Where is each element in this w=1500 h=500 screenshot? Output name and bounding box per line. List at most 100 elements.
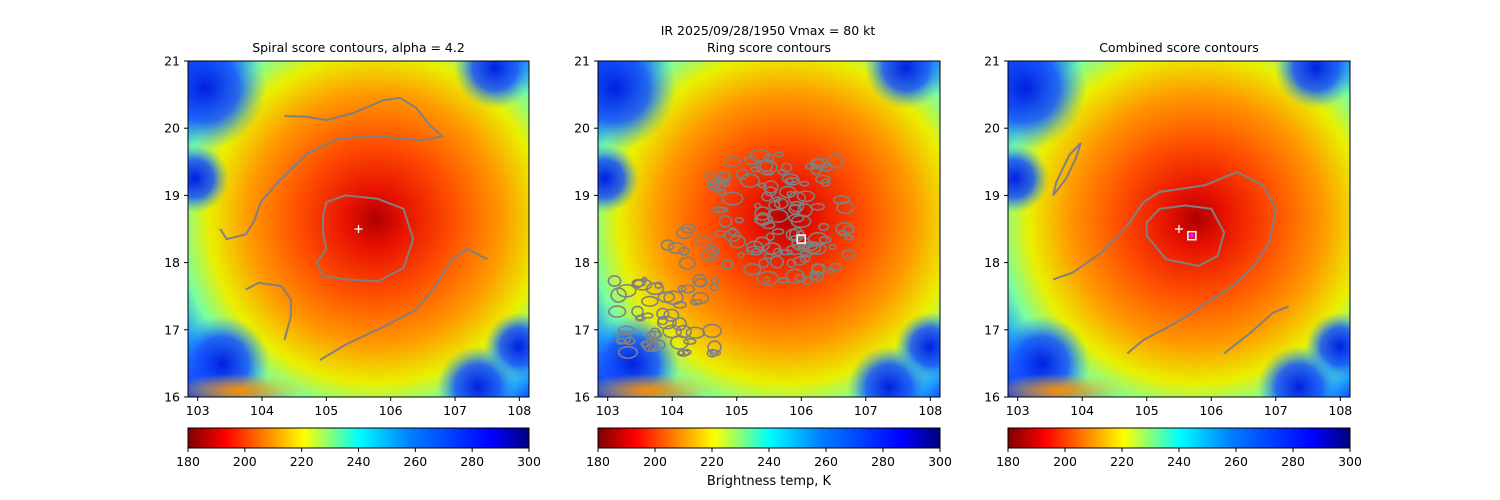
ring-contour bbox=[755, 212, 770, 227]
colorbar-gradient bbox=[1007, 427, 1351, 449]
panel-title: Ring score contours bbox=[707, 40, 831, 55]
panel-1: 103 104 105 106 107 108 16 17 18 19 20 21 Spiral sco… bbox=[164, 40, 541, 469]
ring-contour bbox=[608, 305, 627, 318]
ring-contour bbox=[832, 195, 850, 205]
x-tick-label: 103 bbox=[596, 403, 620, 418]
center-square-marker bbox=[796, 234, 807, 244]
warm-cloud-region bbox=[188, 373, 308, 397]
ring-contour bbox=[799, 253, 811, 263]
ring-contour bbox=[829, 262, 842, 272]
colorbar-gradient bbox=[187, 427, 530, 449]
ring-contour bbox=[656, 315, 677, 330]
ring-contour bbox=[827, 153, 844, 169]
cold-cloud-region bbox=[847, 345, 930, 397]
ring-contour bbox=[669, 335, 689, 350]
warm-cloud-region bbox=[1008, 373, 1128, 397]
ring-contour bbox=[720, 259, 734, 270]
score-contour-1 bbox=[1052, 142, 1082, 197]
ring-contour bbox=[756, 270, 780, 286]
ring-contour bbox=[836, 201, 855, 215]
plot-frame bbox=[187, 60, 530, 398]
colorbar-tick-label: 200 bbox=[643, 454, 667, 469]
cold-cloud-region bbox=[1008, 61, 1087, 150]
y-tick-label: 19 bbox=[164, 188, 180, 203]
ring-contour bbox=[649, 339, 666, 351]
ring-contour bbox=[694, 277, 708, 288]
colorbar-tick-label: 240 bbox=[1167, 454, 1191, 469]
y-tick-label: 20 bbox=[574, 121, 590, 136]
ring-contour bbox=[750, 165, 761, 173]
ring-contour bbox=[785, 268, 805, 284]
ring-contour bbox=[810, 263, 825, 276]
colorbar-tick-label: 300 bbox=[517, 454, 541, 469]
ring-contour bbox=[745, 240, 764, 253]
y-tick-label: 18 bbox=[574, 255, 590, 270]
panel-title: Spiral score contours, alpha = 4.2 bbox=[252, 40, 465, 55]
ring-contour bbox=[707, 340, 722, 355]
panel-2: 103 104 105 106 107 108 16 17 18 19 20 21 Ring score… bbox=[574, 40, 952, 469]
colorbar-gradient bbox=[597, 427, 941, 449]
ring-contour bbox=[685, 326, 706, 339]
ring-contour bbox=[753, 213, 774, 226]
ring-contour bbox=[753, 236, 771, 252]
y-tick-label: 18 bbox=[164, 255, 180, 270]
ring-contour bbox=[818, 235, 832, 244]
ring-contour bbox=[763, 153, 775, 164]
colorbar-tick-label: 220 bbox=[290, 454, 314, 469]
cold-cloud-region bbox=[188, 144, 229, 213]
ring-contour bbox=[724, 155, 741, 167]
x-tick-label: 105 bbox=[1135, 403, 1159, 418]
panel-3: 103 104 105 106 107 108 16 17 18 19 20 21 Combined s… bbox=[984, 40, 1362, 469]
ring-contour bbox=[676, 226, 693, 240]
colorbar-tick-label: 240 bbox=[757, 454, 781, 469]
score-contour-2 bbox=[315, 194, 415, 283]
y-tick-label: 17 bbox=[984, 322, 1000, 337]
ring-contour bbox=[680, 284, 696, 294]
colorbar-tick-label: 280 bbox=[871, 454, 895, 469]
center-dot-marker bbox=[1189, 233, 1195, 239]
plot-frame bbox=[1007, 60, 1351, 398]
warm-cloud-region bbox=[598, 373, 718, 397]
score-contour-1 bbox=[219, 96, 445, 241]
colorbar-tick-label: 260 bbox=[1224, 454, 1248, 469]
ring-contour bbox=[617, 325, 636, 336]
ring-contour bbox=[632, 278, 653, 291]
ring-contour bbox=[744, 155, 759, 166]
x-tick-label: 105 bbox=[725, 403, 749, 418]
colorbar-tick-label: 180 bbox=[996, 454, 1020, 469]
x-tick-label: 108 bbox=[507, 403, 531, 418]
ring-contour bbox=[763, 276, 771, 283]
ring-contour bbox=[777, 277, 790, 284]
ring-contour bbox=[786, 258, 797, 269]
score-contour-2 bbox=[1052, 170, 1277, 355]
ring-contour bbox=[780, 162, 793, 173]
colorbar-tick-label: 260 bbox=[814, 454, 838, 469]
ring-contour bbox=[663, 308, 680, 322]
ring-contour bbox=[788, 191, 806, 206]
colorbar-tick-label: 200 bbox=[233, 454, 257, 469]
y-tick-label: 19 bbox=[574, 188, 590, 203]
ring-contour bbox=[771, 228, 785, 236]
cold-cloud-region bbox=[453, 61, 529, 109]
ring-contour bbox=[711, 206, 725, 214]
ring-contour bbox=[640, 340, 649, 348]
y-tick-label: 16 bbox=[164, 390, 180, 405]
colorbar-tick-label: 220 bbox=[1110, 454, 1134, 469]
ring-contour bbox=[841, 249, 856, 260]
ir-image bbox=[598, 61, 940, 397]
x-tick-label: 106 bbox=[1199, 403, 1223, 418]
ring-contour bbox=[616, 330, 632, 345]
ring-contour bbox=[791, 236, 812, 252]
ring-contour bbox=[662, 324, 682, 339]
cold-cloud-region bbox=[864, 61, 940, 109]
ring-contour bbox=[789, 200, 805, 213]
ring-contour bbox=[656, 307, 670, 320]
ring-contour bbox=[759, 159, 774, 173]
ring-contour bbox=[754, 206, 771, 221]
ring-contour bbox=[737, 251, 745, 259]
center-plus-marker bbox=[1175, 225, 1183, 233]
ring-contour bbox=[654, 281, 663, 289]
ring-contour bbox=[640, 295, 659, 307]
colorbar: 180 200 220 240 260 280 300 bbox=[586, 427, 952, 469]
ring-contour bbox=[769, 255, 784, 269]
